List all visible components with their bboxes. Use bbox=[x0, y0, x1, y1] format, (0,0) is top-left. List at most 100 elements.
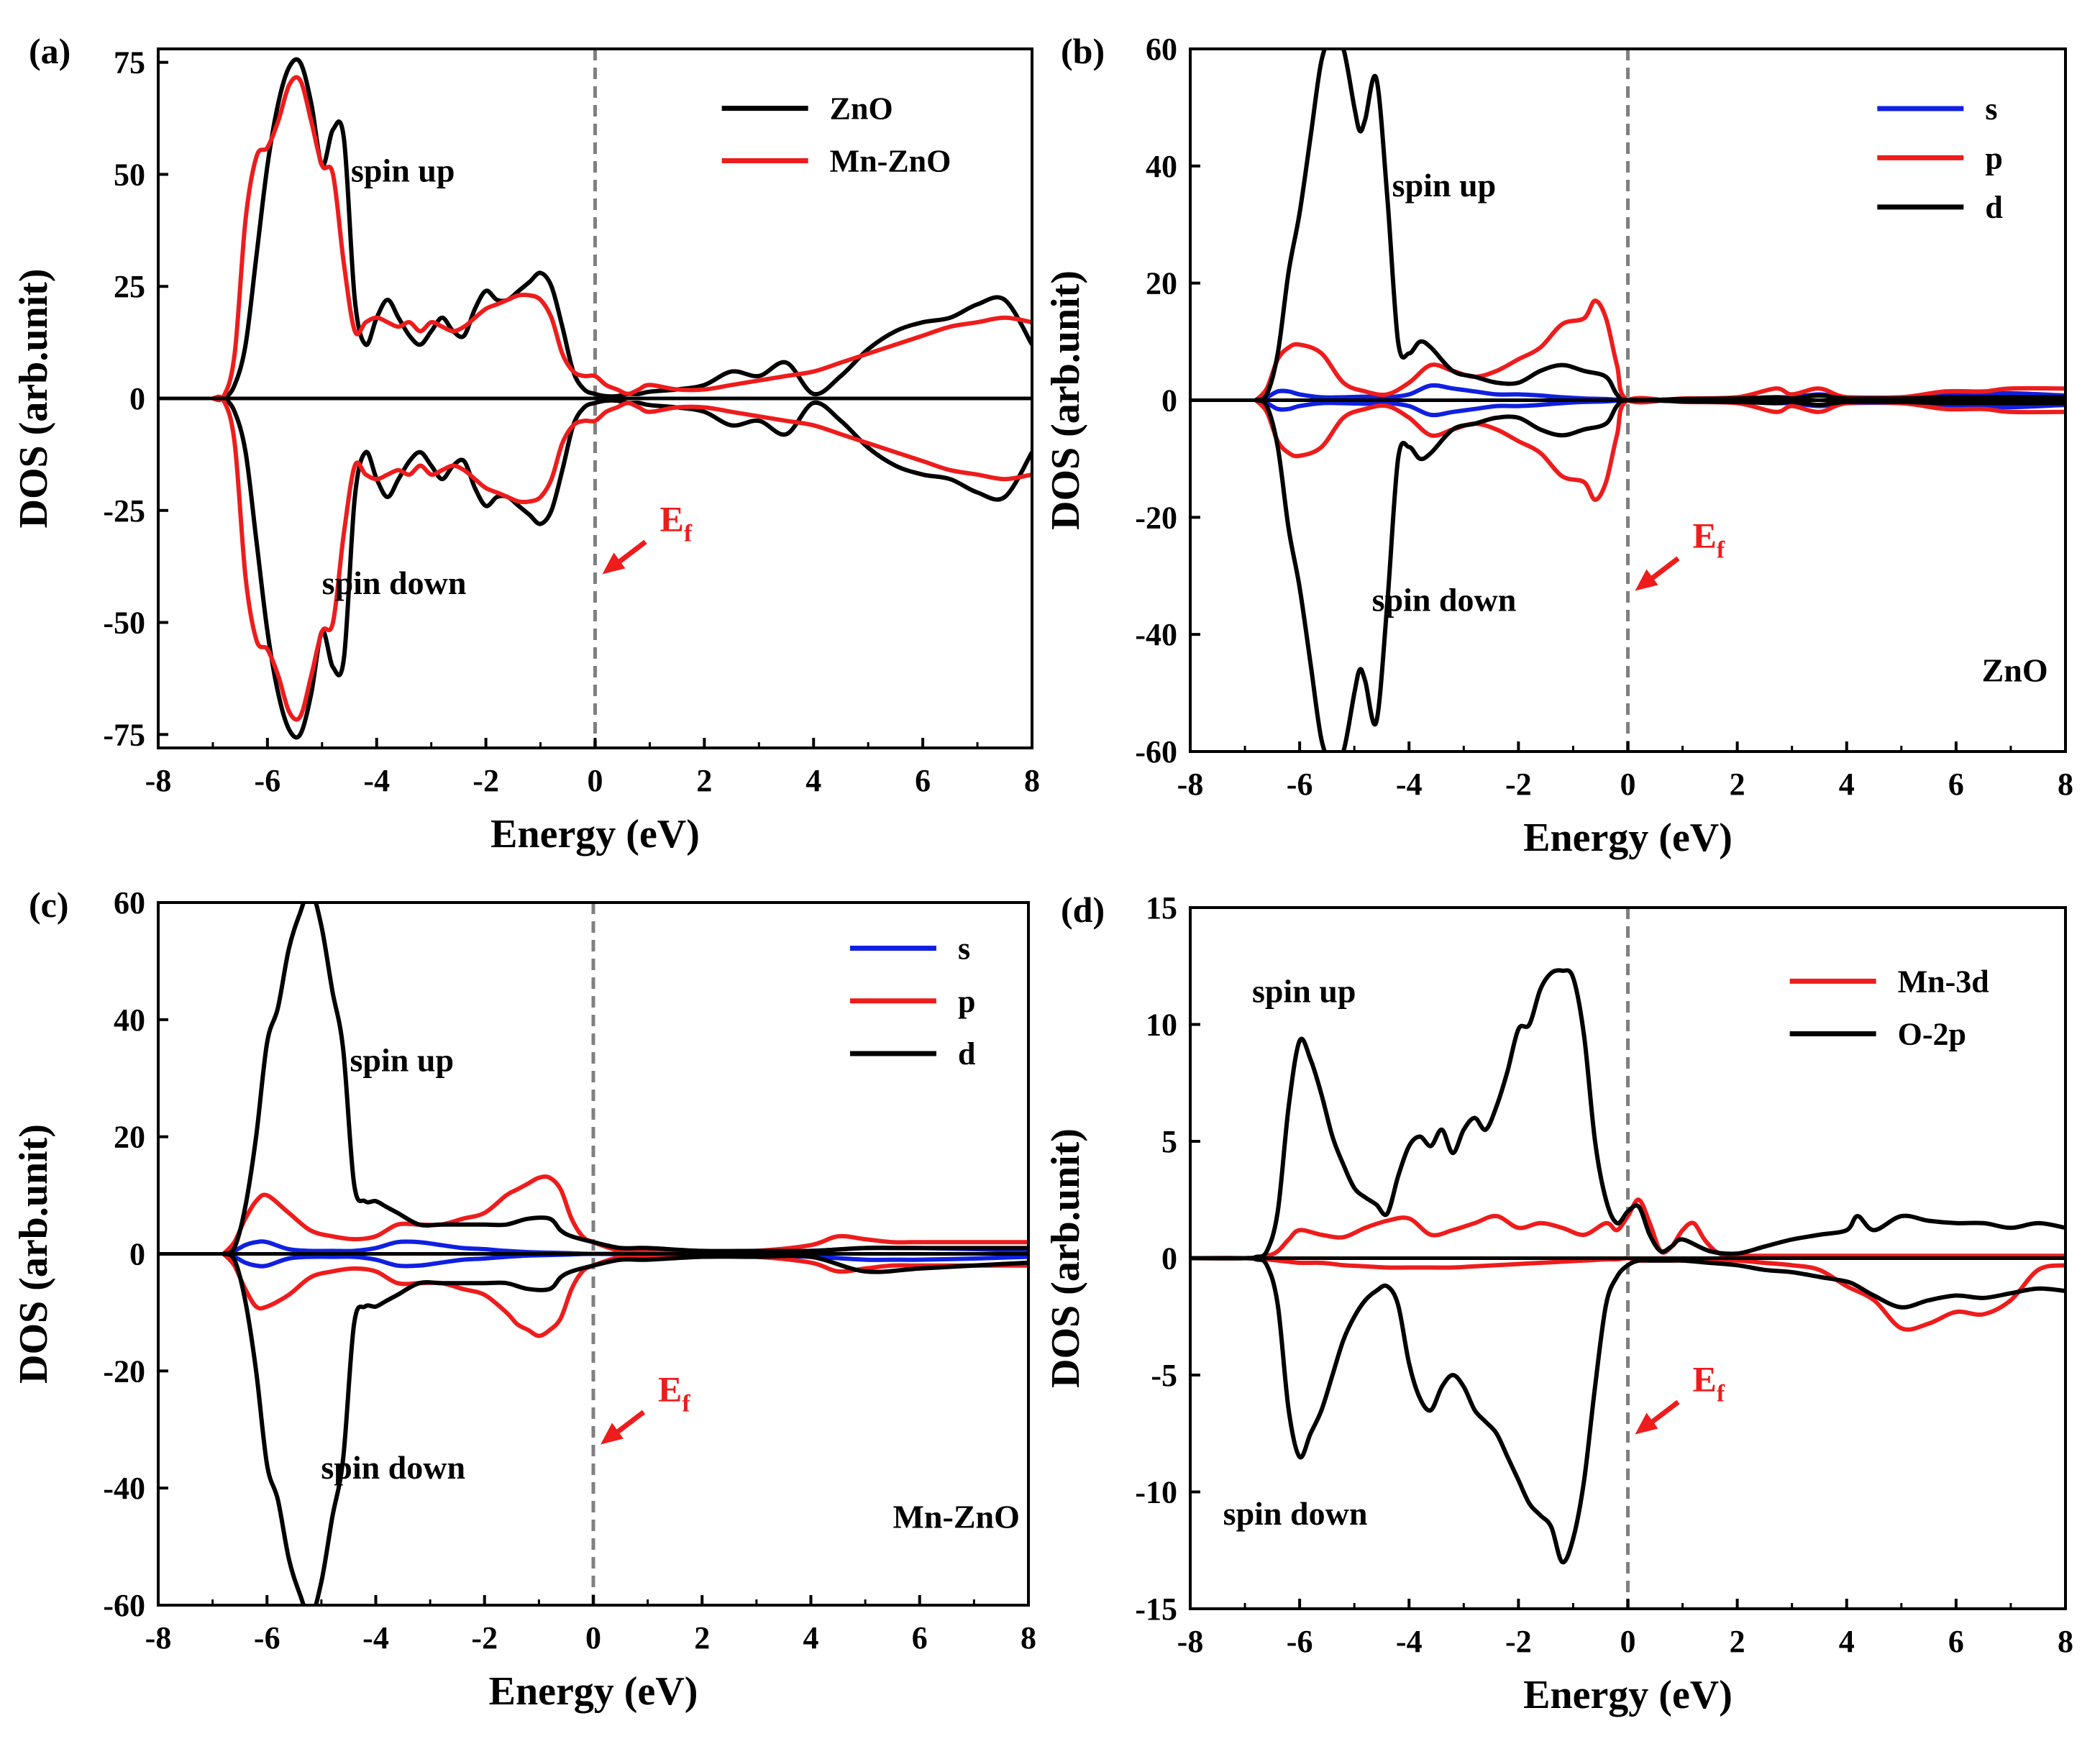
y-tick-label: 0 bbox=[1161, 1241, 1177, 1277]
x-tick-label: -6 bbox=[254, 1620, 280, 1656]
y-tick-label: -20 bbox=[103, 1353, 145, 1389]
fermi-arrow bbox=[1646, 1399, 1680, 1428]
material-tag: Mn-ZnO bbox=[893, 1499, 1020, 1535]
x-tick-label: -2 bbox=[471, 1620, 498, 1656]
fermi-arrow bbox=[613, 539, 647, 567]
panel-label: (d) bbox=[1061, 890, 1105, 930]
panel-label: (a) bbox=[29, 31, 70, 71]
x-tick-label: 6 bbox=[1948, 767, 1964, 802]
panel-label: (c) bbox=[29, 885, 69, 925]
series-p-down bbox=[222, 1252, 1028, 1338]
x-tick-label: -4 bbox=[1396, 767, 1423, 802]
legend-label-s: s bbox=[1985, 91, 1997, 127]
legend-label-d: d bbox=[1985, 190, 2002, 225]
series-Mn-ZnO-up bbox=[212, 75, 1032, 403]
panel-label: (b) bbox=[1061, 31, 1105, 71]
x-tick-label: -4 bbox=[363, 763, 390, 798]
x-axis-title: Energy (eV) bbox=[1523, 816, 1732, 860]
spin-down-label: spin down bbox=[322, 565, 467, 601]
legend-label-d: d bbox=[958, 1036, 975, 1072]
spin-up-label: spin up bbox=[1392, 167, 1497, 204]
x-tick-label: -8 bbox=[145, 763, 172, 798]
x-tick-label: 2 bbox=[1730, 1624, 1745, 1659]
x-axis-title: Energy (eV) bbox=[489, 1669, 698, 1714]
series-d-down bbox=[222, 1251, 1028, 1605]
series-ZnO-up bbox=[212, 57, 1032, 402]
series-O-2p-up bbox=[1190, 968, 2065, 1261]
legend-label-Mn-ZnO: Mn-ZnO bbox=[830, 144, 951, 179]
x-tick-label: 0 bbox=[1620, 1624, 1636, 1659]
x-tick-label: 2 bbox=[694, 1620, 710, 1656]
y-tick-label: 60 bbox=[1146, 32, 1177, 67]
y-tick-label: -75 bbox=[103, 717, 145, 752]
legend-label-s: s bbox=[958, 931, 970, 967]
y-tick-label: -60 bbox=[103, 1588, 145, 1623]
x-tick-label: -6 bbox=[1287, 767, 1313, 802]
legend-label-p: p bbox=[1985, 140, 2002, 175]
x-tick-label: 6 bbox=[1948, 1624, 1964, 1659]
y-tick-label: 0 bbox=[1161, 383, 1177, 419]
fermi-arrowhead bbox=[602, 552, 626, 575]
y-tick-label: 25 bbox=[114, 269, 145, 304]
y-tick-label: -40 bbox=[103, 1471, 145, 1506]
x-tick-label: 0 bbox=[588, 763, 603, 798]
y-tick-label: -10 bbox=[1135, 1475, 1177, 1510]
y-tick-label: 10 bbox=[1146, 1008, 1177, 1043]
legend-label-Mn-3d: Mn-3d bbox=[1898, 964, 1989, 999]
x-tick-label: -6 bbox=[255, 763, 281, 798]
panel-3: -8 -6 -4 -2 0 2 4 6 8 -15 -10 -5 0 5 10 15 Energy (eV) DO… bbox=[1044, 890, 2073, 1717]
x-tick-label: 8 bbox=[1024, 763, 1040, 798]
x-tick-label: 2 bbox=[1730, 767, 1745, 802]
y-tick-label: 60 bbox=[114, 885, 145, 921]
y-tick-label: -40 bbox=[1135, 617, 1177, 652]
fermi-label: Ef bbox=[660, 498, 693, 547]
y-tick-label: -5 bbox=[1151, 1358, 1177, 1393]
y-axis-title: DOS (arb.unit) bbox=[12, 1124, 56, 1384]
x-tick-label: -8 bbox=[1177, 1624, 1204, 1659]
x-tick-label: 4 bbox=[1839, 1624, 1855, 1659]
x-tick-label: 0 bbox=[1620, 767, 1636, 802]
x-tick-label: 8 bbox=[2058, 767, 2073, 802]
series-group bbox=[1254, 49, 2065, 752]
y-tick-label: -25 bbox=[103, 493, 145, 529]
series-ZnO-down bbox=[212, 395, 1032, 740]
fermi-label: Ef bbox=[1693, 1359, 1725, 1407]
x-tick-label: 4 bbox=[1839, 767, 1855, 802]
x-tick-label: -2 bbox=[1505, 1624, 1532, 1659]
spin-up-label: spin up bbox=[351, 152, 455, 189]
panel-0: -8 -6 -4 -2 0 2 4 6 8 -75 -50 -25 0 25 50 75 Energy (eV)… bbox=[12, 31, 1040, 857]
series-group bbox=[222, 903, 1028, 1605]
legend-label-O-2p: O-2p bbox=[1898, 1017, 1966, 1052]
material-tag: ZnO bbox=[1982, 652, 2048, 688]
x-tick-label: 4 bbox=[805, 763, 821, 798]
x-tick-label: -2 bbox=[472, 763, 499, 798]
fermi-arrowhead bbox=[1635, 1412, 1658, 1435]
series-p-down bbox=[1254, 396, 2065, 502]
spin-up-label: spin up bbox=[350, 1041, 455, 1078]
fermi-arrow bbox=[1646, 556, 1680, 584]
x-tick-label: -8 bbox=[1177, 767, 1204, 802]
y-axis-title: DOS (arb.unit) bbox=[1044, 1128, 1088, 1388]
spin-up-label: spin up bbox=[1252, 973, 1356, 1010]
y-axis-title: DOS (arb.unit) bbox=[12, 269, 56, 529]
x-axis-title: Energy (eV) bbox=[1523, 1673, 1732, 1717]
series-p-up bbox=[1254, 298, 2065, 405]
fermi-label: Ef bbox=[658, 1369, 690, 1417]
y-tick-label: 40 bbox=[1146, 149, 1177, 184]
spin-down-label: spin down bbox=[1372, 582, 1517, 618]
y-tick-label: 40 bbox=[114, 1003, 145, 1038]
y-tick-label: 50 bbox=[114, 157, 145, 192]
series-group bbox=[212, 57, 1032, 740]
legend-label-ZnO: ZnO bbox=[830, 91, 893, 127]
x-tick-label: -6 bbox=[1287, 1624, 1313, 1659]
y-tick-label: 20 bbox=[114, 1120, 145, 1155]
y-axis-title: DOS (arb.unit) bbox=[1044, 270, 1088, 530]
fermi-arrowhead bbox=[601, 1423, 624, 1445]
y-tick-label: 5 bbox=[1161, 1124, 1177, 1159]
series-p-up bbox=[222, 1174, 1028, 1256]
y-tick-label: 75 bbox=[114, 45, 145, 81]
y-tick-label: 0 bbox=[129, 381, 145, 416]
x-tick-label: 2 bbox=[696, 763, 712, 798]
